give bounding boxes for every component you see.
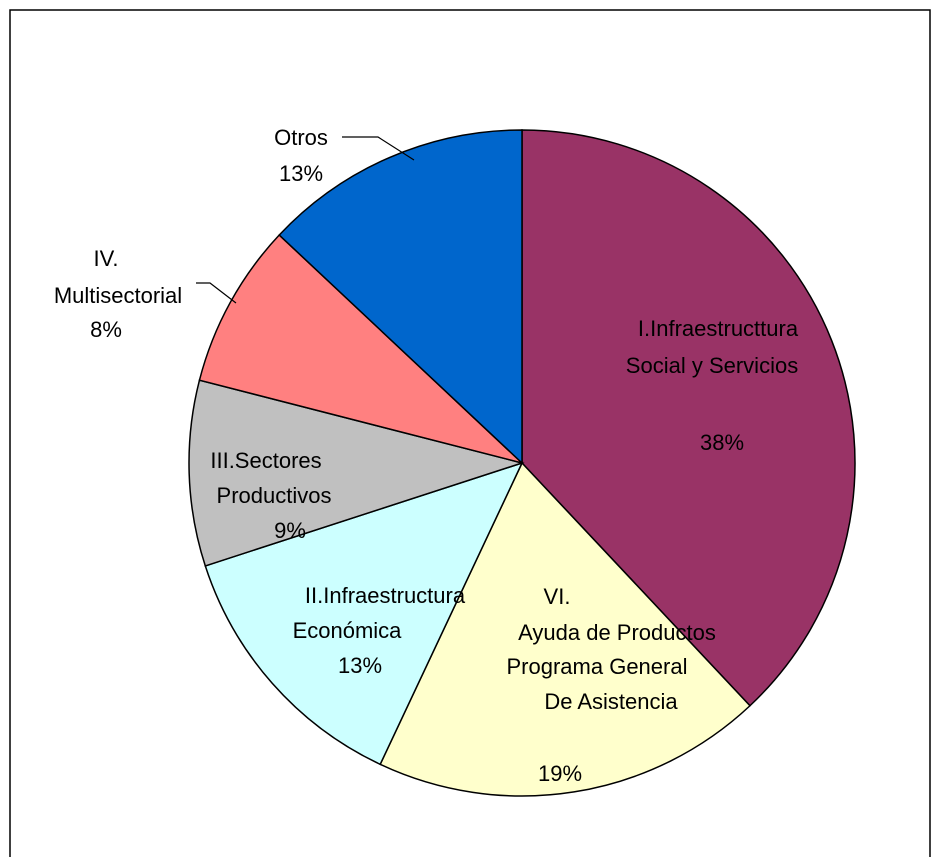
slice-label: Productivos (217, 483, 332, 508)
slice-label: IV. (94, 246, 119, 271)
slice-label: Económica (293, 618, 403, 643)
slice-label: Social y Servicios (626, 353, 798, 378)
slice-label: Ayuda de Productos (518, 620, 716, 645)
pie-slice (198, 233, 523, 464)
pie-slice (188, 379, 525, 567)
pie-slice (204, 461, 524, 766)
slice-label: De Asistencia (544, 689, 678, 714)
slice-label: III.Sectores (210, 448, 321, 473)
slice-label: I.Infraestructtura (638, 316, 799, 341)
leader-line (196, 282, 237, 304)
value-label: 38% (700, 430, 744, 455)
value-label: 8% (90, 317, 122, 342)
pie-slice (379, 461, 752, 797)
pie-slice (521, 129, 856, 707)
slice-label: Otros (274, 125, 328, 150)
pie-slice (278, 129, 523, 465)
slice-label: II.Infraestructura (305, 583, 466, 608)
slice-label: VI. (544, 584, 571, 609)
slice-label: Programa General (507, 654, 688, 679)
value-label: 13% (338, 653, 382, 678)
pie (188, 129, 856, 797)
value-label: 13% (279, 161, 323, 186)
leader-line (342, 136, 415, 161)
value-label: 9% (274, 518, 306, 543)
value-label: 19% (538, 761, 582, 786)
slice-label: Multisectorial (54, 283, 182, 308)
